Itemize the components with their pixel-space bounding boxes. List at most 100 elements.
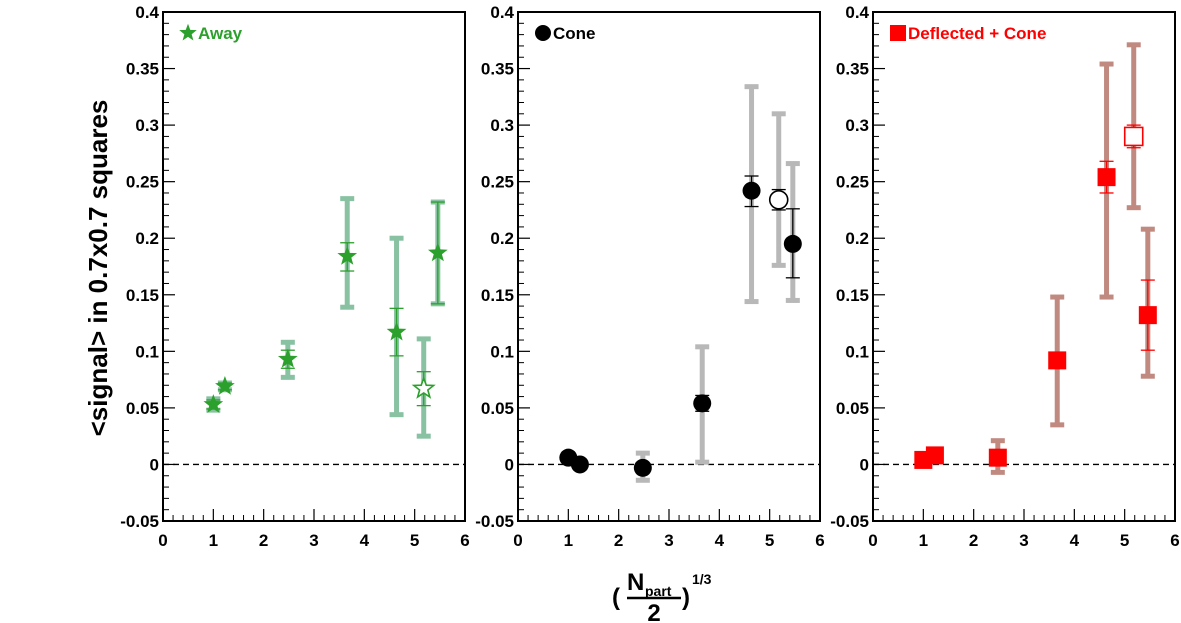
data-point [337, 196, 358, 310]
y-tick-label: 0.05 [126, 399, 159, 418]
data-point [1123, 42, 1144, 211]
y-tick-label: 0.15 [481, 286, 514, 305]
x-tick-label: 5 [765, 531, 774, 550]
x-tick-label: 6 [460, 531, 469, 550]
data-marker [1097, 168, 1116, 187]
data-marker-open [411, 376, 436, 399]
x-tick-label: 1 [919, 531, 928, 550]
x-tick-label: 6 [815, 531, 824, 550]
data-marker-open [1123, 126, 1144, 147]
y-tick-label: 0 [505, 455, 514, 474]
data-point [1097, 61, 1116, 300]
y-tick-label: 0.35 [481, 60, 514, 79]
data-marker [570, 455, 589, 474]
x-axis-title-numerator: N [627, 569, 644, 596]
data-point [783, 161, 802, 303]
data-point [742, 84, 761, 305]
x-tick-label: 0 [158, 531, 167, 550]
data-marker [783, 234, 802, 253]
x-axis-title-open-paren: ( [612, 584, 620, 611]
y-tick-label: 0.2 [490, 229, 514, 248]
x-axis-title-numerator-subscript: part [645, 583, 672, 599]
data-point [1048, 294, 1067, 428]
data-marker [693, 394, 712, 413]
x-tick-label: 3 [1019, 531, 1028, 550]
x-tick-label: 4 [360, 531, 370, 550]
panel-away: 0 1 2 3 4 5 6-0.0500.050.10.150.20.250.30.350.… [120, 3, 469, 550]
plot-frame [872, 11, 1176, 522]
data-point [988, 438, 1007, 475]
x-tick-label: 4 [1070, 531, 1080, 550]
data-point [768, 111, 789, 268]
y-tick-label: 0.1 [490, 342, 514, 361]
data-point [386, 235, 407, 418]
data-marker [1048, 351, 1067, 370]
x-axis-title-denominator: 2 [647, 600, 660, 623]
data-point [203, 394, 224, 413]
data-marker [1138, 306, 1157, 325]
legend-marker [179, 23, 197, 41]
x-tick-label: 0 [513, 531, 522, 550]
legend-marker [535, 25, 551, 41]
legend-label: Deflected + Cone [908, 24, 1046, 43]
data-marker-open [768, 189, 789, 210]
y-tick-label: 0 [150, 455, 159, 474]
x-axis-title: ( N part 2 ) 1/3 [612, 569, 712, 623]
data-marker [925, 446, 944, 465]
y-tick-label: 0.15 [836, 286, 869, 305]
y-axis-title: <signal> in 0.7x0.7 squares [83, 100, 113, 437]
legend-label: Cone [553, 24, 596, 43]
y-tick-label: 0.25 [126, 173, 159, 192]
data-marker [277, 348, 298, 368]
panel-cone: 0 1 2 3 4 5 6-0.0500.050.10.150.20.250.30.350.… [475, 3, 824, 550]
x-tick-label: 5 [410, 531, 419, 550]
data-marker [386, 321, 407, 341]
y-tick-label: 0.35 [836, 60, 869, 79]
data-point [427, 199, 448, 307]
data-marker [427, 242, 448, 262]
x-tick-label: 2 [969, 531, 978, 550]
y-tick-label: -0.05 [475, 512, 514, 531]
panel-deflected-cone: 0 1 2 3 4 5 6-0.0500.050.10.150.20.250.30.350.… [830, 3, 1179, 550]
x-tick-label: 6 [1170, 531, 1179, 550]
data-marker [203, 394, 224, 413]
y-tick-label: -0.05 [830, 512, 869, 531]
y-tick-label: 0.2 [135, 229, 159, 248]
x-tick-label: 4 [715, 531, 725, 550]
data-marker [633, 458, 652, 477]
y-tick-label: 0.05 [836, 399, 869, 418]
y-tick-label: 0.2 [845, 229, 869, 248]
x-tick-label: 5 [1120, 531, 1129, 550]
data-point [411, 336, 436, 439]
data-point [925, 446, 944, 465]
y-tick-label: 0.15 [126, 286, 159, 305]
y-tick-label: 0.25 [836, 173, 869, 192]
x-tick-label: 1 [209, 531, 218, 550]
data-marker [742, 181, 761, 200]
plot-frame [162, 11, 466, 522]
x-tick-label: 3 [664, 531, 673, 550]
x-tick-label: 2 [614, 531, 623, 550]
y-tick-label: 0 [860, 455, 869, 474]
data-point [1138, 226, 1157, 379]
data-point [633, 450, 652, 483]
data-marker [988, 448, 1007, 467]
data-marker [337, 245, 358, 265]
y-tick-label: 0.4 [845, 3, 869, 22]
legend: Deflected + Cone [890, 24, 1046, 43]
y-tick-label: 0.25 [481, 173, 514, 192]
data-point [570, 455, 589, 474]
legend: Cone [535, 24, 596, 43]
y-tick-label: 0.4 [490, 3, 514, 22]
x-tick-label: 3 [309, 531, 318, 550]
legend-marker [890, 25, 906, 41]
legend-label: Away [198, 24, 243, 43]
x-axis-title-close-paren: ) [682, 584, 690, 611]
y-tick-label: 0.05 [481, 399, 514, 418]
x-axis-title-exponent: 1/3 [692, 571, 712, 587]
y-tick-label: 0.1 [845, 342, 869, 361]
y-tick-label: 0.3 [490, 116, 514, 135]
data-point [215, 376, 235, 395]
x-tick-label: 2 [259, 531, 268, 550]
